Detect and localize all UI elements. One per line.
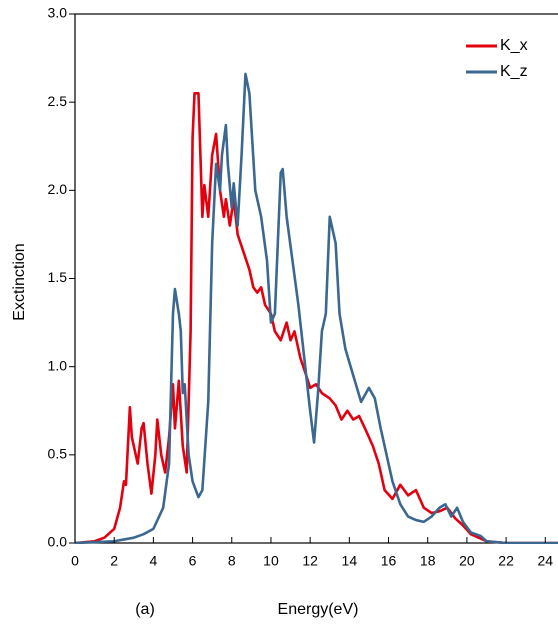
y-tick-label: 1.5 xyxy=(48,269,68,285)
x-tick-label: 12 xyxy=(302,553,318,569)
y-tick-label: 0.5 xyxy=(48,446,68,462)
x-tick-label: 2 xyxy=(110,553,118,569)
legend-label: K_x xyxy=(500,37,528,54)
x-tick-label: 24 xyxy=(537,553,553,569)
y-tick-label: 1.0 xyxy=(48,357,68,373)
x-axis-label: Energy(eV) xyxy=(278,601,359,618)
plot-lines xyxy=(75,72,558,544)
y-tick-label: 3.0 xyxy=(48,5,68,21)
x-tick-label: 6 xyxy=(189,553,197,569)
y-tick-label: 0.0 xyxy=(48,534,68,550)
y-tick-label: 2.5 xyxy=(48,93,68,109)
x-tick-label: 8 xyxy=(228,553,236,569)
x-tick-label: 4 xyxy=(149,553,157,569)
legend-label: K_z xyxy=(500,63,528,80)
series-line xyxy=(75,72,558,544)
x-tick-label: 20 xyxy=(459,553,475,569)
y-axis-label: Exctinction xyxy=(11,243,28,320)
x-tick-label: 0 xyxy=(71,553,79,569)
x-tick-label: 22 xyxy=(498,553,514,569)
x-tick-label: 16 xyxy=(381,553,397,569)
x-tick-label: 10 xyxy=(263,553,279,569)
panel-label: (a) xyxy=(135,601,155,618)
x-tick-label: 18 xyxy=(420,553,436,569)
y-tick-label: 2.0 xyxy=(48,181,68,197)
series-line xyxy=(75,92,558,544)
x-tick-label: 14 xyxy=(342,553,358,569)
